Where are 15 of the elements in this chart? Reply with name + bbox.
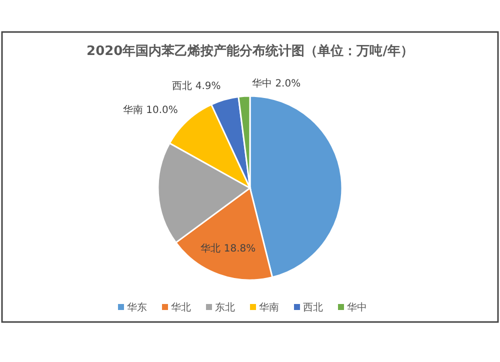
legend-label: 华东 <box>127 302 147 314</box>
chart-title: 2020年国内苯乙烯按产能分布统计图（单位：万吨/年） <box>86 43 414 59</box>
slice-label: 华中 <box>252 78 272 90</box>
slice-label: 西北 <box>172 80 192 92</box>
legend-label: 西北 <box>303 302 323 314</box>
legend-label: 华南 <box>259 302 279 314</box>
data-label: 10.0% <box>146 105 178 116</box>
data-label: 4.9% <box>195 80 221 92</box>
legend-label: 华北 <box>171 302 191 314</box>
data-label: 2.0% <box>275 78 301 90</box>
slice-label: 华南 <box>122 105 143 116</box>
slice-label: 华北 <box>200 243 221 254</box>
legend-label: 华中 <box>347 302 367 314</box>
legend-label: 东北 <box>215 302 235 314</box>
data-label: 18.8% <box>224 243 256 254</box>
